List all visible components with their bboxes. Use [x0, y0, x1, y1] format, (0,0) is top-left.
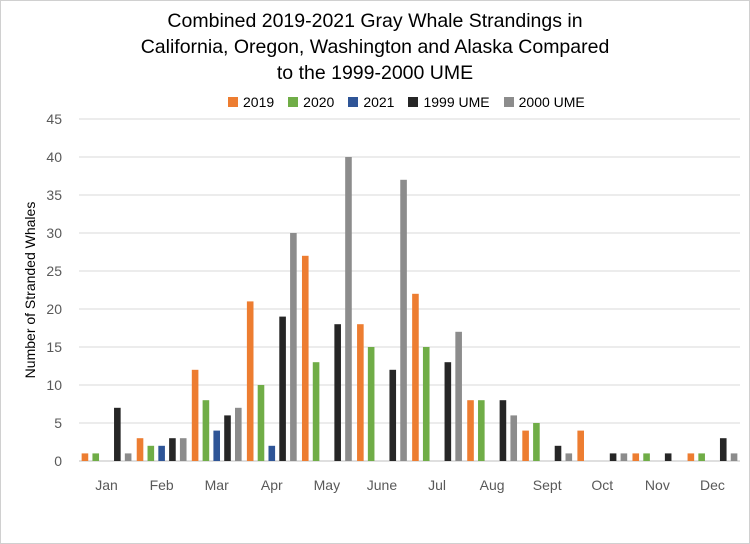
legend-swatch [228, 97, 238, 107]
x-tick-label: Dec [700, 477, 725, 493]
chart-title: Combined 2019-2021 Gray Whale Strandings… [0, 8, 750, 86]
x-tick-label: Jan [95, 477, 118, 493]
bar [81, 453, 89, 461]
chart-legend: 2019 2020 2021 1999 UME 2000 UME [228, 92, 599, 112]
bar [565, 453, 573, 461]
bar [577, 430, 584, 461]
chart-title-line-2: California, Oregon, Washington and Alask… [140, 36, 610, 58]
bar [400, 179, 407, 462]
y-tick-label: 20 [46, 301, 62, 317]
x-tick-label: Mar [205, 477, 229, 493]
bar [235, 407, 242, 461]
y-tick-label: 15 [46, 339, 62, 355]
y-tick-label: 45 [46, 111, 62, 127]
legend-item: 2000 UME [503, 94, 585, 110]
bar [191, 369, 199, 461]
bar [467, 400, 474, 461]
bar [510, 415, 518, 461]
bar [444, 362, 452, 461]
bar [422, 347, 430, 461]
x-tick-label: May [314, 477, 340, 493]
bar [533, 423, 540, 461]
legend-swatch [503, 97, 514, 107]
x-tick-label: Apr [261, 477, 283, 493]
bar [643, 453, 650, 461]
bar [412, 293, 419, 461]
x-tick-label: Oct [591, 477, 613, 493]
legend-item: 2019 [228, 94, 274, 110]
bar [664, 453, 672, 461]
bar [478, 400, 485, 461]
legend-label: 2000 UME [518, 94, 585, 110]
bar [268, 445, 276, 461]
x-tick-label: Aug [480, 477, 505, 493]
x-tick-label: Sept [533, 477, 562, 493]
y-tick-label: 0 [54, 453, 62, 469]
legend-label: 2019 [243, 94, 275, 110]
bar [257, 385, 265, 461]
legend-item: 2020 [288, 94, 334, 110]
legend-label: 2020 [303, 94, 335, 110]
bar [114, 407, 121, 461]
legend-swatch [348, 97, 359, 107]
y-tick-label: 40 [46, 149, 62, 165]
bar [124, 453, 132, 461]
bar [730, 453, 738, 461]
bar [609, 453, 617, 461]
bar [147, 445, 155, 461]
bar [92, 453, 100, 461]
bar [202, 400, 210, 461]
legend-swatch [408, 97, 419, 107]
bar [136, 438, 144, 461]
x-tick-label: Feb [150, 477, 174, 493]
bar [367, 347, 375, 461]
y-tick-label: 10 [46, 377, 62, 393]
bar [334, 324, 341, 461]
bar [632, 453, 640, 461]
bar [158, 445, 165, 461]
bar [224, 415, 231, 461]
bar [455, 331, 462, 461]
bar [522, 430, 529, 461]
bar [389, 369, 397, 461]
bar [620, 453, 628, 461]
bar [290, 233, 297, 461]
y-tick-label: 25 [46, 263, 62, 279]
legend-item: 2021 [348, 94, 394, 110]
bar [499, 400, 507, 461]
bar [301, 255, 309, 461]
x-tick-label: June [367, 477, 398, 493]
y-tick-label: 30 [46, 225, 62, 241]
bar [357, 324, 364, 461]
bar [554, 445, 562, 461]
legend-swatch [288, 97, 299, 107]
bar [213, 430, 221, 461]
bar [687, 453, 695, 461]
legend-item: 1999 UME [408, 94, 490, 110]
x-tick-label: Nov [645, 477, 670, 493]
y-tick-label: 5 [54, 415, 62, 431]
chart-title-line-1: Combined 2019-2021 Gray Whale Strandings… [167, 10, 583, 32]
legend-label: 2021 [363, 94, 395, 110]
chart-title-line-3: to the 1999-2000 UME [276, 62, 474, 84]
legend-label: 1999 UME [423, 94, 490, 110]
bar [169, 438, 176, 461]
bar [698, 453, 705, 461]
bar [345, 157, 352, 461]
y-tick-label: 35 [46, 187, 62, 203]
bar [279, 316, 286, 461]
y-axis-label: Number of Stranded Whales [22, 202, 38, 379]
x-tick-label: Jul [428, 477, 446, 493]
bar [246, 301, 254, 461]
bar [312, 362, 320, 461]
bar [719, 438, 727, 461]
bar [179, 438, 187, 461]
